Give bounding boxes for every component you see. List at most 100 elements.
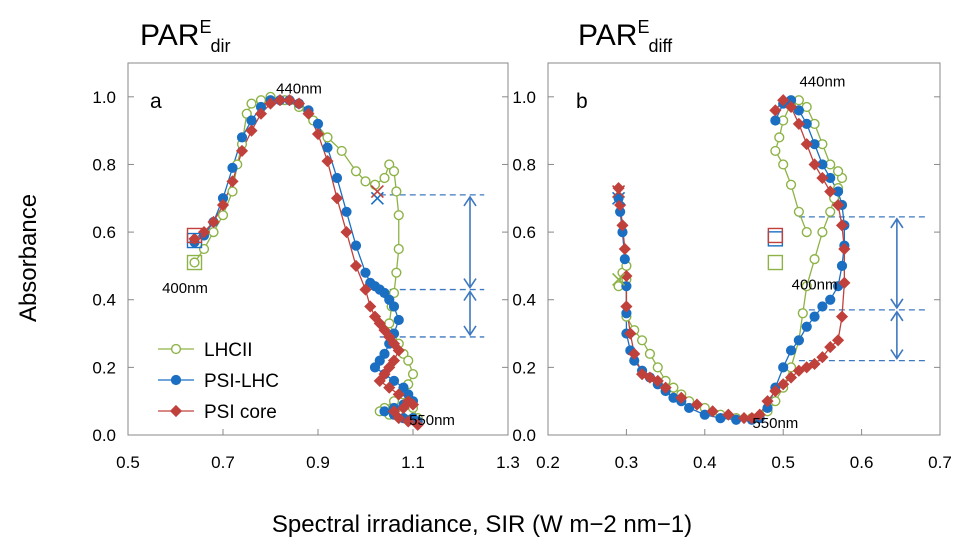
start-square-marker: [767, 254, 784, 271]
panel-letter: a: [150, 90, 162, 113]
data-point-psi-lhc-marker: [793, 105, 804, 116]
data-point-psi-core-marker: [835, 219, 849, 232]
data-point-psi-core-marker: [406, 398, 420, 411]
data-point-psi-core-marker: [620, 300, 633, 313]
legend-marker: [169, 404, 183, 418]
data-point-lhcii-marker: [393, 210, 404, 221]
data-point-psi-core-marker: [340, 226, 353, 239]
data-point-psi-core-marker: [373, 374, 386, 387]
x-tick-label: 1.3: [496, 453, 520, 472]
arrow-head-up: [463, 290, 477, 302]
data-point-psi-lhc-marker: [360, 267, 371, 278]
data-point-lhcii-marker: [793, 206, 804, 217]
data-point-lhcii-marker: [774, 132, 785, 143]
data-point-psi-core-marker: [838, 242, 851, 256]
y-tick-label: 0.2: [512, 358, 536, 377]
y-tick-label: 0.0: [92, 426, 116, 445]
data-point-lhcii-marker: [369, 179, 381, 190]
data-point-lhcii-marker: [644, 348, 656, 359]
y-tick-label: 0.8: [512, 155, 536, 174]
y-tick-label: 1.0: [92, 88, 116, 107]
start-cross-marker: [611, 184, 626, 199]
data-point-psi-core-marker: [364, 300, 377, 313]
x-tick-label: 0.2: [536, 453, 560, 472]
data-point-psi-core-marker: [675, 391, 688, 404]
data-point-lhcii-marker: [227, 186, 238, 197]
y-tick-label: 0.6: [92, 223, 116, 242]
data-point-psi-lhc-marker: [809, 311, 820, 322]
y-tick-label: 0.0: [512, 426, 536, 445]
data-point-psi-core-marker: [245, 124, 258, 137]
data-point-psi-core-marker: [226, 175, 239, 188]
data-point-psi-core-marker: [383, 381, 396, 394]
data-point-psi-lhc-marker: [619, 254, 630, 265]
data-point-lhcii-marker: [360, 176, 371, 187]
panel-title: PAREdir: [140, 17, 231, 56]
data-point-psi-lhc-marker: [331, 172, 343, 184]
data-point-psi-lhc-marker: [312, 118, 324, 129]
data-point-lhcii-marker: [801, 281, 812, 292]
legend: LHCII PSI-LHC PSI core: [158, 340, 279, 423]
arrow-head-down: [463, 325, 477, 337]
data-point-psi-core-marker: [800, 138, 813, 151]
data-point-psi-core-marker: [792, 117, 805, 130]
data-point-psi-lhc-marker: [379, 406, 390, 417]
data-point-psi-core-marker: [769, 104, 782, 117]
x-axis-label: Spectral irradiance, SIR (W m−2 nm−1): [272, 511, 692, 538]
data-point-psi-core-marker: [651, 374, 664, 387]
data-point-psi-lhc-marker: [785, 345, 797, 356]
data-point-psi-core-marker: [612, 182, 625, 195]
data-point-psi-core-marker: [722, 408, 735, 421]
data-point-psi-lhc-marker: [817, 301, 828, 312]
data-point-lhcii-marker: [336, 145, 347, 157]
data-point-psi-core-marker: [402, 415, 415, 428]
panel-a: PAREdir a 0.0 0.2 0.4 0.6 0.8 1.0 0.5 0.7 0.9 1.1 1.…: [92, 17, 519, 472]
data-point-psi-core-marker: [784, 371, 798, 384]
data-point-psi-core-marker: [235, 144, 249, 157]
data-point-lhcii-marker: [393, 243, 404, 255]
legend-marker: [170, 343, 182, 355]
wavelength-annotation: 400nm: [162, 280, 208, 297]
x-tick-label: 0.7: [928, 453, 952, 472]
data-point-psi-lhc-marker: [388, 375, 400, 386]
data-point-psi-core-marker: [254, 107, 268, 120]
data-point-psi-core-marker: [411, 418, 424, 431]
y-tick-label: 1.0: [512, 88, 536, 107]
data-point-psi-core-marker: [832, 198, 845, 212]
x-tick-label: 1.1: [401, 453, 425, 472]
data-point-psi-core-marker: [816, 351, 829, 364]
data-point-lhcii-marker: [217, 210, 229, 221]
wavelength-annotation: 550nm: [752, 415, 798, 432]
legend-label: LHCII: [204, 340, 253, 361]
data-point-psi-core-marker: [824, 185, 837, 198]
data-point-psi-core-marker: [784, 100, 798, 114]
data-point-lhcii-marker: [241, 108, 252, 119]
data-point-lhcii-marker: [407, 369, 419, 380]
x-tick-label: 0.7: [211, 453, 235, 472]
x-tick-label: 0.5: [771, 453, 795, 472]
data-point-psi-lhc-marker: [322, 142, 333, 153]
data-point-psi-core-marker: [292, 97, 306, 110]
data-point-lhcii-marker: [797, 308, 808, 319]
data-point-lhcii-marker: [379, 172, 390, 184]
data-point-lhcii-marker: [403, 355, 414, 366]
data-point-psi-core-marker: [659, 381, 672, 394]
data-point-psi-lhc-marker: [778, 362, 789, 373]
arrow-head-down: [890, 349, 904, 361]
data-point-psi-core-marker: [397, 401, 410, 415]
data-point-psi-lhc-marker: [731, 414, 742, 425]
x-tick-label: 0.9: [306, 453, 330, 472]
data-point-psi-core-marker: [283, 94, 296, 107]
start-cross-marker: [370, 191, 384, 205]
y-tick-label: 0.2: [92, 358, 116, 377]
y-tick-label: 0.8: [92, 155, 116, 174]
data-point-lhcii-marker: [652, 362, 663, 373]
y-tick-label: 0.6: [512, 223, 536, 242]
data-point-psi-core-marker: [816, 171, 829, 185]
data-point-psi-lhc-marker: [393, 314, 404, 326]
data-point-psi-core-marker: [216, 198, 230, 212]
data-point-psi-core-marker: [188, 232, 201, 245]
data-point-psi-core-marker: [349, 259, 363, 272]
data-point-psi-core-marker: [359, 283, 372, 296]
